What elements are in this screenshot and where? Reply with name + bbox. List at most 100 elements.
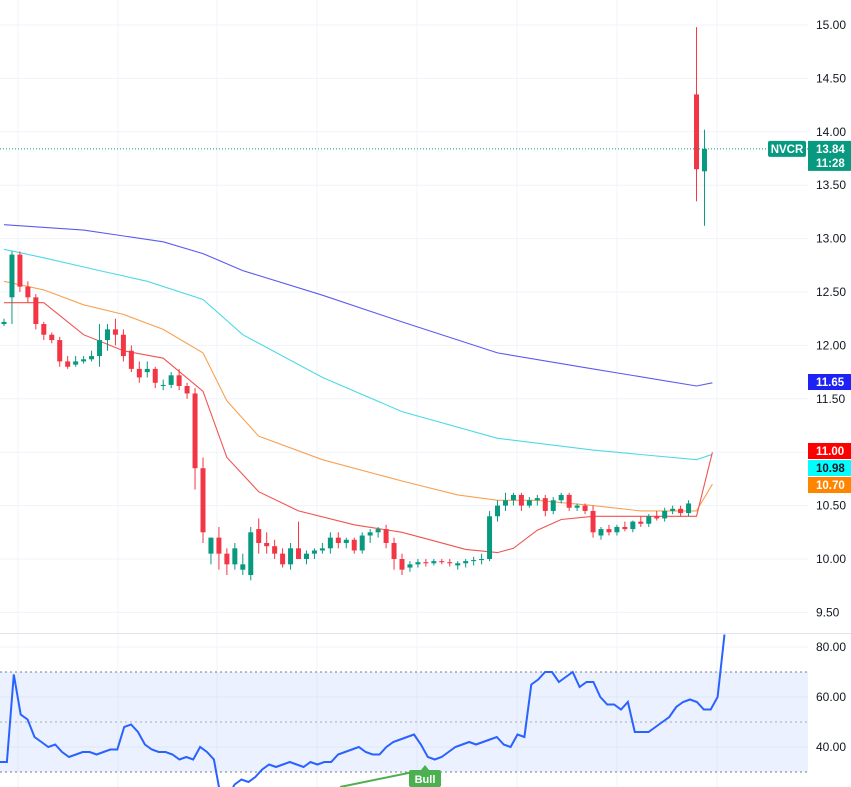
candle-body	[686, 503, 692, 514]
price-tick-label: 10.00	[816, 552, 846, 566]
rsi-tick-label: 40.00	[816, 740, 846, 754]
candle-body	[17, 254, 23, 287]
candle-body	[89, 356, 95, 360]
candle-body	[383, 529, 389, 543]
candle-body	[471, 560, 477, 562]
candle-body	[216, 537, 222, 554]
ma100-tag-text: 10.98	[816, 463, 845, 475]
candle-body	[343, 539, 349, 543]
candle-body	[622, 526, 628, 530]
ma50-tag-text: 10.70	[816, 480, 845, 492]
symbol-tag-text: NVCR	[771, 144, 804, 156]
candle-body	[128, 350, 134, 369]
candle-body	[638, 521, 644, 524]
candle-body	[272, 546, 278, 554]
last-price-tag: 13.84 11:28	[808, 140, 851, 171]
candle-body	[296, 548, 302, 559]
price-tick-label: 13.00	[816, 232, 846, 246]
candle-body	[256, 529, 262, 543]
candle-body	[200, 468, 206, 533]
price-tags: NVCR 13.84 11:28 11.65 11.00 10.98 10.70	[768, 140, 851, 493]
candle-body	[144, 368, 150, 373]
price-tick-label: 12.50	[816, 285, 846, 299]
candle-body	[327, 537, 333, 549]
candle-body	[33, 297, 39, 325]
price-tick-label: 14.50	[816, 71, 846, 85]
candle-body	[510, 494, 516, 501]
rsi-overbought-oversold-band	[0, 672, 808, 772]
bull-label-pointer	[421, 765, 429, 770]
candle-body	[120, 334, 126, 357]
ma20-value-tag: 11.00	[808, 443, 851, 459]
symbol-tag: NVCR	[768, 140, 806, 157]
price-tick-label: 14.00	[816, 125, 846, 139]
candle-body	[97, 340, 103, 357]
ma20-tag-box	[808, 443, 851, 459]
candle-body	[534, 498, 540, 501]
candle-body	[423, 562, 429, 564]
ma50-line	[3, 280, 713, 512]
candle-body	[112, 329, 118, 335]
candle-body	[248, 532, 254, 576]
bull-label-box	[409, 770, 441, 787]
candle-body	[439, 561, 445, 563]
candle-body	[526, 500, 532, 506]
candle-body	[375, 529, 381, 533]
candle-body	[280, 553, 286, 565]
candle-body	[479, 559, 485, 561]
countdown-timer: 11:28	[816, 158, 845, 170]
candlestick-series	[1, 27, 707, 581]
ma200-line	[3, 224, 713, 387]
candle-body	[582, 505, 588, 511]
candle-body	[152, 368, 158, 383]
candle-body	[65, 361, 71, 367]
candle-body	[73, 361, 79, 365]
candle-body	[232, 548, 238, 565]
candle-body	[550, 500, 556, 511]
candle-body	[391, 542, 397, 559]
candle-body	[81, 359, 87, 362]
candle-body	[57, 340, 63, 362]
price-tick-label: 10.50	[816, 499, 846, 513]
candle-body	[670, 508, 676, 511]
candle-body	[303, 553, 309, 559]
candle-body	[311, 550, 317, 554]
candle-body	[184, 385, 190, 394]
candle-body	[566, 494, 572, 508]
rsi-line	[0, 634, 726, 787]
candle-body	[367, 532, 373, 536]
candle-body	[606, 529, 612, 533]
price-tick-label: 15.00	[816, 18, 846, 32]
candle-body	[598, 529, 604, 536]
ma100-line	[3, 248, 713, 461]
candle-body	[399, 559, 405, 570]
candle-body	[319, 548, 325, 551]
candle-body	[240, 564, 246, 570]
candle-body	[160, 384, 166, 386]
price-tick-label: 12.00	[816, 338, 846, 352]
price-axis[interactable]: 15.00 14.50 14.00 13.50 13.00 12.50 12.00 11.50…	[816, 18, 846, 754]
candle-body	[1, 321, 7, 325]
candle-body	[415, 562, 421, 565]
candle-body	[574, 505, 580, 508]
candle-body	[192, 393, 198, 469]
price-tick-label: 9.50	[816, 605, 840, 619]
candle-body	[662, 510, 668, 519]
candle-body	[9, 254, 15, 298]
ma100-value-tag: 10.98	[808, 460, 851, 476]
last-price-tag-box	[808, 140, 851, 171]
candle-body	[630, 521, 636, 530]
bull-signal-label: Bull	[409, 765, 441, 787]
candle-body	[431, 561, 437, 564]
rsi-tick-label: 80.00	[816, 640, 846, 654]
candle-body	[335, 537, 341, 543]
rsi-band	[0, 671, 808, 773]
ma50-value-tag: 10.70	[808, 477, 851, 493]
candle-body	[487, 516, 493, 559]
bull-label-text: Bull	[415, 774, 436, 786]
candle-body	[359, 535, 365, 551]
candle-body	[646, 516, 652, 524]
candle-body	[168, 375, 174, 385]
